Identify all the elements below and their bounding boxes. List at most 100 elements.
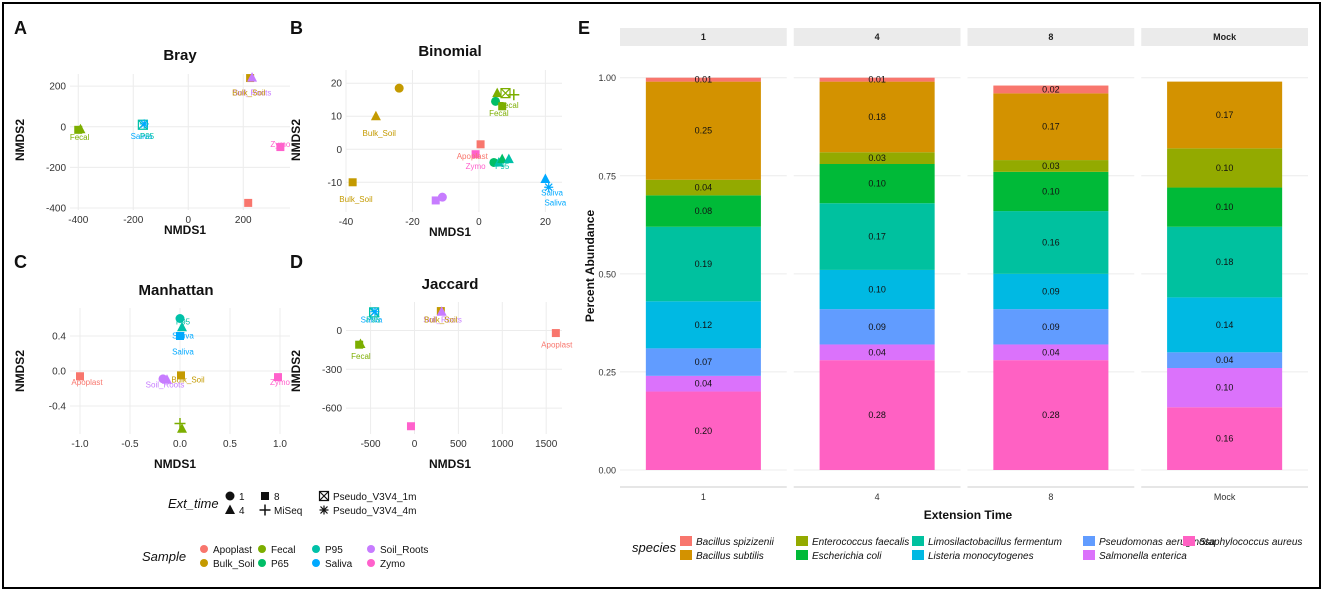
facet-strip-label: 8	[1048, 32, 1053, 42]
x-tick-label: -1.0	[71, 439, 89, 450]
bar-value-label: 0.12	[695, 320, 713, 330]
bar-segment	[819, 152, 935, 164]
legend-key	[796, 550, 808, 560]
data-point	[370, 307, 380, 317]
legend-label: P65	[271, 559, 289, 570]
panel-c-ylabel: NMDS2	[13, 350, 27, 392]
data-point	[394, 83, 404, 93]
legend-label: Soil_Roots	[380, 545, 428, 556]
panel-c: -1.0 -0.5 0.0 0.5 1.0 0.4 0.0 -0.4 Apoplast Zymo P…	[49, 308, 291, 450]
y-tick-label: -10	[328, 178, 343, 189]
bar-value-label: 0.18	[1216, 257, 1234, 267]
bar-segment	[819, 344, 935, 361]
bar-segment	[645, 81, 761, 180]
bar-value-label: 0.07	[695, 357, 713, 367]
data-point	[348, 178, 357, 187]
legend-label: Escherichia coli	[812, 551, 882, 562]
bar-segment	[645, 348, 761, 376]
panel-e: 0.00 0.25 0.50 0.75 1.00 1 0.20 0.04 0.07 0.12 0.1…	[598, 28, 1308, 502]
x-tick-label: 1000	[491, 439, 514, 450]
data-point	[406, 422, 415, 431]
bar-value-label: 0.17	[1042, 122, 1060, 132]
point-label: Bulk_Soil	[171, 375, 205, 384]
legend-label: 4	[239, 506, 245, 517]
bar-segment	[645, 226, 761, 302]
species-legend-title: species	[632, 540, 677, 555]
legend-key-triangle	[225, 504, 235, 514]
data-point	[244, 198, 253, 207]
bar-value-label: 0.14	[1216, 320, 1234, 330]
data-point	[503, 153, 514, 164]
bar-value-label: 0.20	[695, 426, 713, 436]
point-label: Apoplast	[457, 152, 489, 161]
sample-legend: Apoplast Bulk_Soil Fecal P65 P95 Saliva Soil_R…	[200, 545, 428, 570]
bar-value-label: 0.09	[868, 322, 886, 332]
point-label: Fecal	[499, 101, 519, 110]
panel-letter-c: C	[14, 252, 27, 272]
bar-value-label: 0.28	[1042, 410, 1060, 420]
facet-strip	[1141, 28, 1308, 46]
x-tick-label: 200	[235, 215, 252, 226]
facet-strip	[620, 28, 787, 46]
panel-b-ylabel: NMDS2	[289, 119, 303, 161]
bar-segment	[819, 203, 935, 270]
bar-value-label: 0.10	[868, 179, 886, 189]
bar-segment	[645, 301, 761, 349]
bar-value-label: 0.10	[1042, 186, 1060, 196]
panel-d-xlabel: NMDS1	[429, 457, 471, 471]
legend-label: Staphylococcus aureus	[1199, 537, 1302, 548]
bar-segment	[645, 375, 761, 392]
x-tick-label: Mock	[1214, 492, 1236, 502]
data-point	[497, 153, 508, 164]
facet-strip	[967, 28, 1135, 46]
legend-key	[912, 536, 924, 546]
data-point	[437, 192, 447, 202]
panel-b-xlabel: NMDS1	[429, 225, 471, 239]
y-tick-label: -400	[46, 203, 66, 214]
x-tick-label: 0	[476, 217, 482, 228]
x-tick-label: 4	[875, 492, 880, 502]
x-tick-label: -0.5	[121, 439, 139, 450]
panel-letter-e: E	[578, 18, 590, 38]
x-tick-label: 1	[701, 492, 706, 502]
bar-segment	[1167, 297, 1283, 353]
bar-value-label: 0.04	[868, 347, 886, 357]
point-label: Bulk_Soil	[424, 316, 458, 325]
panel-b-title: Binomial	[418, 43, 481, 60]
panel-a-title: Bray	[163, 47, 197, 64]
y-tick-label: 200	[49, 82, 66, 93]
y-tick-label: -200	[46, 163, 66, 174]
data-point	[431, 196, 440, 205]
bar-value-label: 0.16	[1042, 237, 1060, 247]
data-point	[544, 182, 554, 192]
point-label: P95	[366, 316, 381, 325]
bar-segment	[993, 344, 1109, 361]
legend-key	[258, 545, 266, 553]
bar-value-label: 0.09	[1042, 287, 1060, 297]
data-point	[370, 110, 381, 121]
y-tick-label: 0	[336, 326, 342, 337]
legend-key	[200, 545, 208, 553]
bar-segment	[645, 195, 761, 227]
bar-segment	[993, 309, 1109, 345]
legend-label: Bulk_Soil	[213, 559, 255, 570]
point-label: P95	[140, 132, 155, 141]
y-tick-label: 0.0	[52, 367, 66, 378]
legend-key	[680, 550, 692, 560]
panel-a-ylabel: NMDS2	[13, 119, 27, 161]
point-label: Apoplast	[71, 378, 103, 387]
panel-letter-a: A	[14, 18, 27, 38]
bar-value-label: 0.10	[1216, 202, 1234, 212]
data-point	[76, 372, 84, 381]
legend-key	[312, 559, 320, 567]
facet-strip-label: 1	[701, 32, 706, 42]
bar-value-label: 0.18	[868, 112, 886, 122]
panel-b-plot-area	[346, 70, 562, 212]
data-point	[355, 338, 366, 349]
bar-value-label: 0.10	[1216, 163, 1234, 173]
bar-segment	[1167, 368, 1283, 408]
point-label: Saliva	[172, 332, 194, 341]
y-tick-label: 1.00	[598, 73, 616, 83]
y-tick-label: 0.00	[598, 466, 616, 476]
